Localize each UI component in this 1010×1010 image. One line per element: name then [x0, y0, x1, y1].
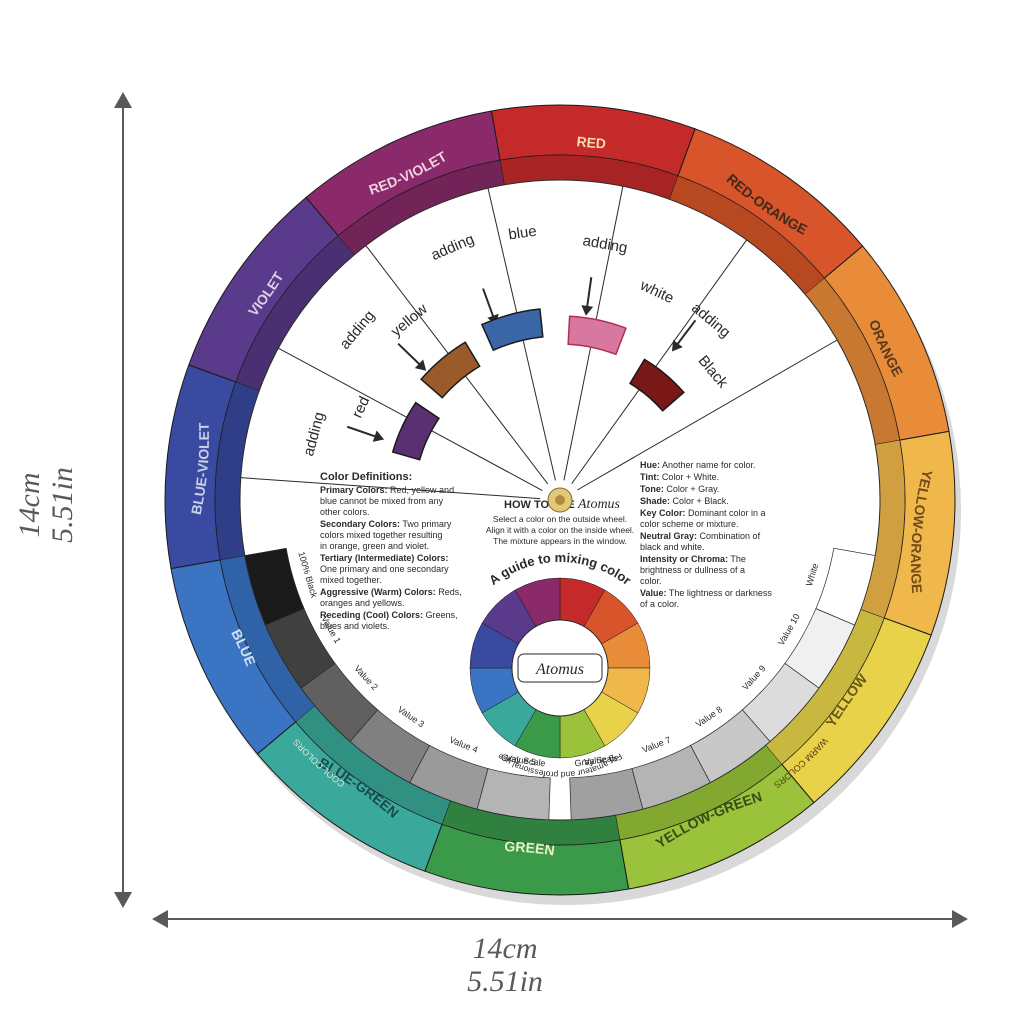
def-line: other colors.: [320, 507, 370, 517]
color-wheel-svg: REDRED-ORANGEORANGEYELLOW-ORANGEYELLOWYE…: [0, 0, 1010, 1010]
def-line: in orange, green and violet.: [320, 541, 429, 551]
def-line: Tint: Color + White.: [640, 472, 719, 482]
brand-plaque-text: Atomus: [535, 661, 584, 678]
def-line: Tone: Color + Gray.: [640, 484, 719, 494]
def-line: black and white.: [640, 542, 705, 552]
def-line: of a color.: [640, 599, 679, 609]
howto-line: Select a color on the outside wheel.: [493, 514, 627, 524]
def-line: blues and violets.: [320, 621, 390, 631]
dim-width-in: 5.51in: [467, 965, 543, 998]
def-line: mixed together.: [320, 575, 382, 585]
diagram-stage: { "dimensions": { "width_cm": "14cm", "w…: [0, 0, 1010, 1010]
def-line: Tertiary (Intermediate) Colors:: [320, 553, 448, 563]
def-line: Primary Colors: Red, yellow and: [320, 485, 454, 495]
defs-title: Color Definitions:: [320, 471, 412, 483]
dim-line-height: [122, 105, 124, 895]
def-line: Shade: Color + Black.: [640, 496, 729, 506]
def-line: color scheme or mixture.: [640, 519, 739, 529]
def-line: colors mixed together resulting: [320, 530, 443, 540]
dim-height-in: 5.51in: [46, 467, 79, 543]
def-line: Intensity or Chroma: The: [640, 554, 746, 564]
def-line: Key Color: Dominant color in a: [640, 508, 766, 518]
dim-height-cm: 14cm: [13, 467, 46, 543]
def-line: Secondary Colors: Two primary: [320, 519, 452, 529]
dim-arrow-right: [952, 910, 968, 928]
def-line: Neutral Gray: Combination of: [640, 531, 761, 541]
dim-height-label: 14cm 5.51in: [13, 467, 79, 543]
howto-line: Align it with a color on the inside whee…: [486, 525, 634, 535]
def-line: Hue: Another name for color.: [640, 460, 756, 470]
def-line: Aggressive (Warm) Colors: Reds,: [320, 587, 462, 597]
def-line: blue cannot be mixed from any: [320, 496, 444, 506]
dim-arrow-top: [114, 92, 132, 108]
def-line: color.: [640, 576, 662, 586]
howto-line: The mixture appears in the window.: [493, 536, 627, 546]
dim-line-width: [165, 918, 955, 920]
def-line: brightness or dullness of a: [640, 565, 745, 575]
dim-width-label: 14cm 5.51in: [467, 932, 543, 998]
dim-arrow-left: [152, 910, 168, 928]
def-line: Receding (Cool) Colors: Greens,: [320, 610, 458, 620]
segment-label: RED: [576, 133, 607, 151]
center-pin-hole: [555, 495, 565, 505]
dim-width-cm: 14cm: [467, 932, 543, 965]
brand-name: Atomus: [577, 497, 621, 512]
def-line: One primary and one secondary: [320, 564, 449, 574]
def-line: oranges and yellows.: [320, 598, 405, 608]
def-line: Value: The lightness or darkness: [640, 588, 772, 598]
dim-arrow-bottom: [114, 892, 132, 908]
